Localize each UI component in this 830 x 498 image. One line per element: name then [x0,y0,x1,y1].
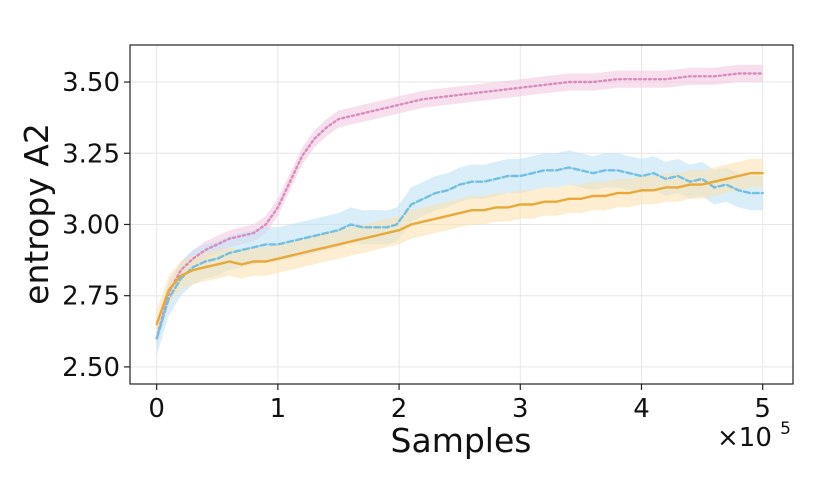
plot-frame [129,44,794,385]
x-axis-multiplier: ×10 5 [717,419,791,453]
x-tick-label: 2 [391,394,408,424]
confidence-band-3 [156,158,763,339]
y-axis-label: entropy A2 [17,123,56,305]
x-tick-label: 3 [512,394,529,424]
confidence-bands [156,64,763,356]
series-line-1 [155,72,764,340]
y-tick-label: 2.75 [62,282,120,312]
x-axis-label: Samples [391,421,532,460]
series-line-3 [155,172,764,326]
x-tick-label: 1 [270,394,287,424]
series-lines [155,72,764,340]
y-tick-label: 3.50 [62,68,120,98]
y-tick-label: 3.25 [62,139,120,169]
y-tick-label: 2.50 [62,353,120,383]
x-axis-ticks: 0 1 2 3 4 5 [148,384,771,424]
series-line-2 [155,166,764,340]
x-tick-label: 0 [148,394,165,424]
x-multiplier-base: ×10 [717,423,772,453]
x-tick-label: 5 [754,394,771,424]
x-tick-label: 4 [633,394,650,424]
x-multiplier-exponent: 5 [780,419,791,439]
y-tick-label: 3.00 [62,210,120,240]
confidence-band-1 [156,64,763,348]
y-axis-ticks: 2.50 2.75 3.00 3.25 3.50 [62,68,130,383]
